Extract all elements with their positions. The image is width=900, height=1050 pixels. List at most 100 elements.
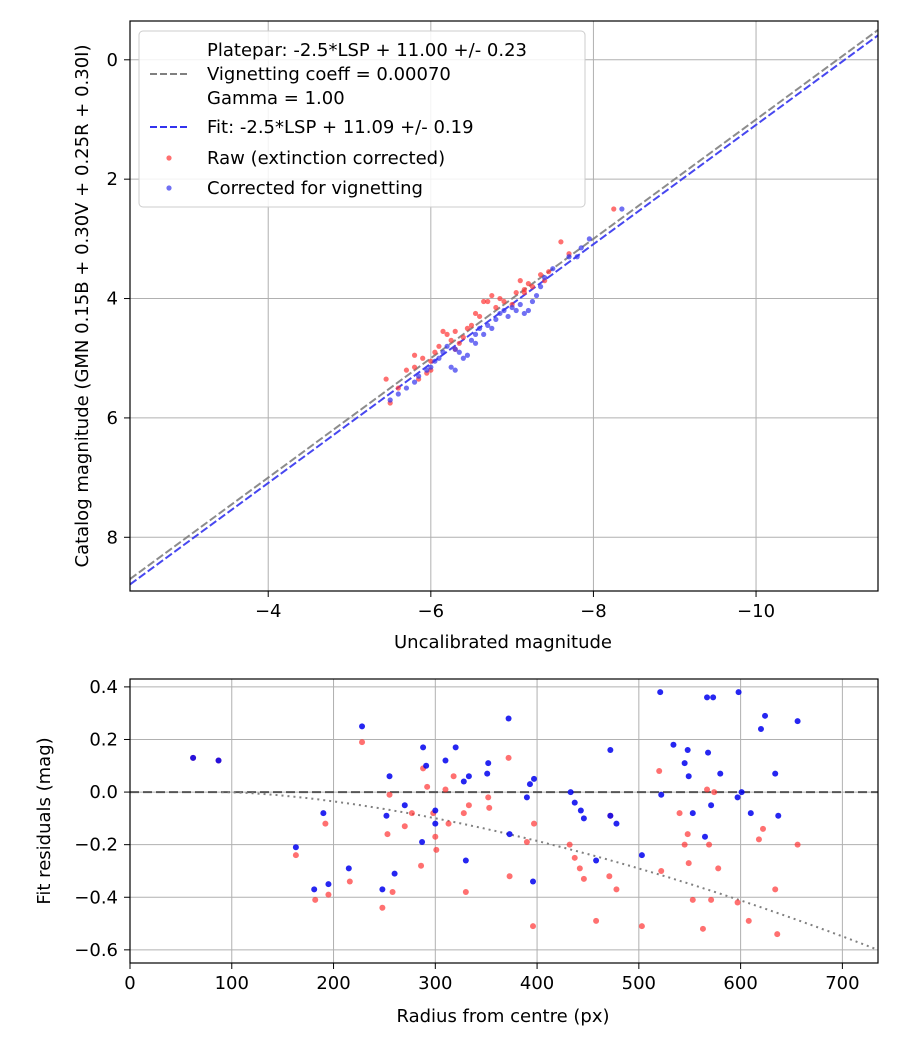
raw-residual-point xyxy=(322,820,329,827)
corrected-residual-point xyxy=(419,839,426,846)
top-scatter-points xyxy=(383,206,625,406)
corrected-residual-point xyxy=(772,770,779,777)
legend-corrected: Corrected for vignetting xyxy=(207,178,423,199)
raw-point xyxy=(468,322,475,328)
bottom-x-tick-label: 200 xyxy=(316,973,350,994)
top-x-tick-label: −4 xyxy=(255,601,282,622)
corrected-point xyxy=(497,310,503,317)
corrected-point xyxy=(387,397,393,403)
raw-residual-point xyxy=(708,896,715,903)
corrected-residual-point xyxy=(460,778,467,785)
corrected-residual-point xyxy=(571,799,578,806)
raw-residual-point xyxy=(734,899,741,906)
raw-residual-point xyxy=(450,773,457,780)
bottom-x-tick-label: 0 xyxy=(124,973,135,994)
corrected-residual-point xyxy=(505,715,512,722)
raw-residual-point xyxy=(689,896,696,903)
corrected-residual-point xyxy=(401,802,408,809)
corrected-residual-point xyxy=(465,773,472,780)
corrected-residual-point xyxy=(391,870,398,877)
raw-point xyxy=(411,364,418,370)
raw-point xyxy=(513,289,519,296)
raw-residual-point xyxy=(531,820,538,827)
corrected-residual-point xyxy=(762,712,769,719)
corrected-residual-point xyxy=(379,886,386,893)
raw-residual-point xyxy=(684,831,691,838)
corrected-point xyxy=(521,310,527,317)
raw-residual-point xyxy=(706,841,713,848)
corrected-residual-point xyxy=(386,773,393,780)
raw-point xyxy=(456,340,462,346)
bottom-y-tick-label: −0.2 xyxy=(74,835,118,856)
raw-residual-point xyxy=(658,867,665,874)
raw-residual-point xyxy=(486,804,493,811)
corrected-point xyxy=(448,364,454,370)
corrected-residual-point xyxy=(747,810,754,817)
raw-residual-point xyxy=(593,917,600,924)
corrected-residual-point xyxy=(701,833,708,840)
corrected-residual-point xyxy=(530,878,537,885)
raw-residual-point xyxy=(485,794,492,801)
raw-point xyxy=(546,269,552,275)
calibration-chart: −4 −6 −8 −10 0 2 4 6 8 Uncalibrated magnitude Ca… xyxy=(72,20,879,653)
corrected-point xyxy=(566,254,572,260)
corrected-residual-point xyxy=(685,773,692,780)
raw-residual-point xyxy=(386,791,393,798)
top-y-tick-label: 0 xyxy=(107,50,118,71)
corrected-point xyxy=(468,337,475,343)
bottom-x-tick-label: 700 xyxy=(825,973,859,994)
bottom-axis-ticks: 0 100 200 300 400 500 600 700 0.4 0.2 0.0 −0.2 −0.4 −… xyxy=(74,677,859,994)
corrected-residual-point xyxy=(292,844,299,851)
bottom-x-tick-label: 600 xyxy=(723,973,757,994)
legend-fit: Fit: -2.5*LSP + 11.09 +/- 0.19 xyxy=(207,117,474,138)
corrected-point xyxy=(428,364,434,370)
raw-point xyxy=(440,328,446,334)
raw-point xyxy=(529,284,536,290)
raw-residual-point xyxy=(676,810,683,817)
corrected-residual-point xyxy=(345,865,352,872)
top-x-tick-label: −6 xyxy=(418,601,445,622)
raw-point xyxy=(436,343,442,349)
raw-point xyxy=(489,292,495,299)
corrected-point xyxy=(472,331,479,337)
raw-residual-point xyxy=(681,841,688,848)
corrected-residual-point xyxy=(708,802,715,809)
raw-residual-point xyxy=(505,754,512,761)
raw-point xyxy=(383,376,389,382)
corrected-point xyxy=(416,373,422,379)
corrected-residual-point xyxy=(506,831,513,838)
raw-point xyxy=(395,385,401,391)
legend-raw: Raw (extinction corrected) xyxy=(207,148,445,169)
raw-residual-point xyxy=(715,865,722,872)
corrected-residual-point xyxy=(705,749,712,756)
top-axis-ticks: −4 −6 −8 −10 0 2 4 6 8 xyxy=(107,50,775,622)
corrected-residual-point xyxy=(531,775,538,782)
raw-residual-point xyxy=(576,865,583,872)
corrected-residual-point xyxy=(442,757,449,764)
raw-residual-point xyxy=(794,841,801,848)
raw-point xyxy=(464,325,471,331)
bottom-x-tick-label: 500 xyxy=(622,973,656,994)
top-x-tick-label: −10 xyxy=(737,601,775,622)
corrected-point xyxy=(525,307,531,314)
raw-residual-point xyxy=(460,810,467,817)
raw-point xyxy=(525,281,531,287)
corrected-point xyxy=(444,343,450,349)
raw-point xyxy=(460,334,466,340)
corrected-residual-point xyxy=(577,807,584,814)
raw-point xyxy=(611,206,617,212)
corrected-point xyxy=(489,325,495,331)
raw-residual-point xyxy=(433,846,440,853)
top-x-tick-label: −8 xyxy=(580,601,607,622)
bottom-reference-lines xyxy=(130,791,879,951)
corrected-point xyxy=(550,266,556,272)
corrected-point xyxy=(505,313,511,320)
corrected-residual-point xyxy=(325,881,332,888)
corrected-residual-point xyxy=(710,694,717,701)
raw-residual-point xyxy=(745,917,752,924)
top-x-axis-label: Uncalibrated magnitude xyxy=(394,632,612,653)
raw-point xyxy=(481,298,487,305)
corrected-residual-point xyxy=(567,789,574,796)
bottom-y-tick-label: −0.4 xyxy=(74,887,118,908)
raw-residual-point xyxy=(699,925,706,932)
